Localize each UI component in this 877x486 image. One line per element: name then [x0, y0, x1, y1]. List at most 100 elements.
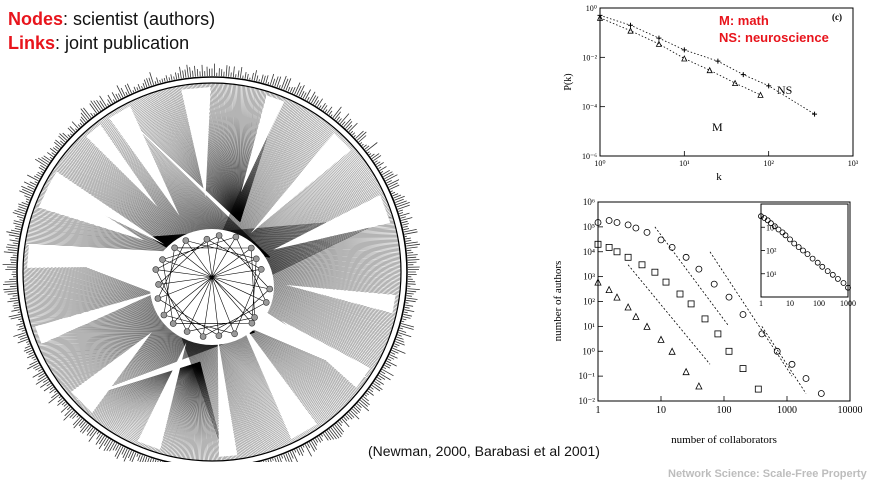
inset-point [829, 271, 836, 278]
pk-series [596, 12, 818, 117]
network-core-area [150, 229, 274, 345]
legend-links-term: Links [8, 33, 56, 53]
pk-point-m [731, 79, 739, 86]
network-spike [273, 195, 391, 250]
collab-point-square [662, 278, 670, 286]
network-spike [281, 320, 371, 388]
collab-y-tick-label: 10² [583, 297, 595, 307]
pk-y-tick-label: 10⁰ [586, 4, 597, 13]
collab-inset-ticks: 1 10 100 1000 10³ 10² 10¹ [759, 223, 856, 308]
pk-x-tick-label: 10⁰ [594, 159, 605, 168]
legend-nodes-text: : scientist (authors) [63, 9, 216, 29]
collab-y-tick-label: 10⁰ [582, 346, 595, 356]
collab-point-square [638, 261, 646, 269]
collab-point-circle [817, 390, 825, 397]
pk-panel-label: (c) [832, 12, 842, 22]
network-spike [71, 332, 152, 413]
inset-y-tick-label: 10³ [766, 223, 777, 232]
network-node [155, 281, 162, 288]
collab-x-tick-label: 10 [656, 405, 666, 416]
network-node [159, 256, 166, 263]
network-node [252, 255, 260, 263]
collab-x-tick-label: 1000 [777, 405, 797, 416]
collab-point-circle [725, 293, 733, 301]
collab-point-circle [710, 280, 718, 288]
network-spike [181, 87, 211, 198]
collab-point-circle [695, 265, 703, 273]
collab-point-triangle [594, 278, 602, 286]
collab-guide-line [654, 226, 730, 327]
network-node [154, 295, 162, 302]
collab-point-circle [758, 330, 766, 338]
collab-point-circle [624, 221, 632, 229]
collab-y-tick-label: 10⁻² [579, 396, 596, 406]
inset-point [795, 244, 802, 250]
inset-point [809, 255, 816, 262]
inset-x-tick-label: 10 [786, 299, 794, 308]
network-spike [86, 124, 158, 207]
legend-links: Links: joint publication [8, 33, 189, 54]
inset-point [767, 220, 774, 227]
network-node [266, 285, 274, 293]
network-outer-ring [16, 76, 408, 462]
network-core [150, 229, 274, 345]
collab-point-triangle [624, 303, 632, 311]
collab-guide-lines [627, 226, 807, 394]
collab-series [594, 217, 825, 397]
network-spike [137, 342, 187, 450]
inset-point [824, 268, 831, 274]
pk-axis-ticks: 10⁰ 10¹ 10² 10³ 10⁰ 10⁻² 10⁻⁴ 10⁻⁶ [582, 4, 859, 168]
pk-line-ns [599, 15, 815, 115]
network-node [199, 333, 207, 340]
inset-point [791, 240, 798, 247]
collab-y-tick-label: 10⁻¹ [579, 371, 596, 381]
network-node [262, 299, 270, 306]
inset-point [800, 247, 806, 254]
collab-point-circle [788, 360, 796, 368]
inset-y-tick-label: 10² [766, 247, 777, 256]
collab-x-tick-label: 10000 [838, 405, 863, 416]
collab-guide-line [627, 264, 711, 365]
pk-point-m [655, 40, 663, 47]
collab-y-tick-label: 10⁵ [583, 222, 595, 232]
collab-point-square [676, 290, 684, 298]
collab-point-circle [594, 219, 602, 226]
collab-point-triangle [605, 285, 613, 293]
pk-legend-neuroscience: NS: neuroscience [719, 30, 829, 45]
network-node [248, 244, 255, 252]
inset-point [819, 263, 826, 270]
inset-x-tick-label: 1000 [840, 299, 856, 308]
collab-point-circle [657, 236, 665, 244]
collab-point-circle [613, 219, 621, 226]
pk-annotation-ns: NS [777, 83, 792, 97]
network-spike [47, 171, 165, 245]
network-spike [239, 319, 317, 440]
collab-point-square [651, 268, 659, 276]
pk-plot-frame [599, 7, 854, 157]
network-node [171, 244, 178, 252]
collab-point-triangle [657, 335, 665, 343]
collab-point-square [754, 385, 762, 393]
collab-point-triangle [682, 367, 690, 376]
network-spike [35, 290, 161, 344]
pk-point-m [706, 66, 713, 74]
network-node [231, 330, 238, 338]
network-author-fringe [2, 63, 421, 462]
collab-point-circle [668, 244, 676, 251]
inset-point [834, 276, 841, 282]
network-node [248, 319, 256, 327]
network-node [251, 314, 258, 321]
network-node [169, 320, 177, 327]
collab-x-axis-label: number of collaborators [671, 434, 777, 446]
collab-point-triangle [632, 312, 640, 320]
network-spike [109, 106, 180, 216]
inset-point [764, 217, 771, 224]
pk-y-axis-label: P(k) [563, 73, 574, 90]
network-node [152, 266, 160, 273]
inset-point [771, 223, 778, 230]
collab-point-square [624, 253, 632, 261]
collab-point-triangle [643, 322, 651, 330]
network-spike [285, 285, 396, 314]
collab-inset-frame [760, 203, 849, 298]
inset-point [779, 229, 786, 236]
